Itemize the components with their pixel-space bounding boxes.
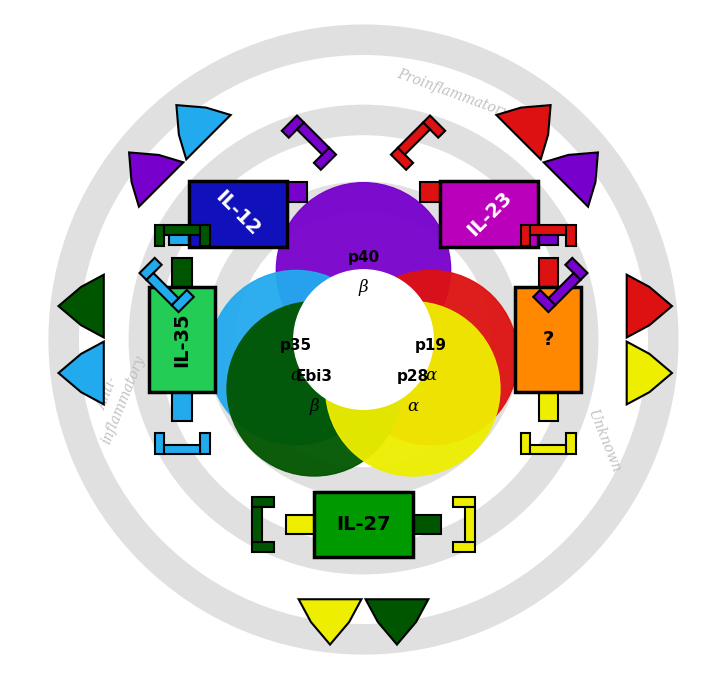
Text: β: β <box>310 398 319 415</box>
Bar <box>286 514 380 534</box>
Polygon shape <box>252 507 262 542</box>
Bar <box>169 226 263 245</box>
Circle shape <box>227 302 401 476</box>
Polygon shape <box>627 274 672 337</box>
Text: α: α <box>407 398 419 415</box>
Polygon shape <box>314 148 336 170</box>
Polygon shape <box>164 444 200 454</box>
Bar <box>172 258 192 359</box>
Text: Ebi3: Ebi3 <box>296 369 333 384</box>
Circle shape <box>209 270 383 444</box>
FancyBboxPatch shape <box>314 491 413 557</box>
Polygon shape <box>282 116 304 138</box>
Polygon shape <box>497 105 550 160</box>
Polygon shape <box>172 290 194 312</box>
Polygon shape <box>297 122 329 155</box>
Text: IL-27: IL-27 <box>336 514 391 534</box>
Text: p40: p40 <box>348 250 379 265</box>
Polygon shape <box>58 342 104 405</box>
Text: p35: p35 <box>280 337 312 353</box>
Text: α: α <box>425 367 436 384</box>
Bar <box>464 226 558 245</box>
Bar <box>347 514 441 534</box>
Polygon shape <box>566 258 587 280</box>
Polygon shape <box>566 225 576 246</box>
Polygon shape <box>140 258 161 280</box>
Circle shape <box>276 183 451 357</box>
Text: β: β <box>358 279 369 296</box>
Bar <box>172 320 192 421</box>
Circle shape <box>304 280 423 399</box>
Bar <box>539 320 558 421</box>
Polygon shape <box>454 542 475 552</box>
Polygon shape <box>548 273 581 305</box>
Circle shape <box>344 270 518 444</box>
Polygon shape <box>454 497 475 507</box>
Polygon shape <box>423 116 445 138</box>
Circle shape <box>318 294 409 385</box>
Text: IL-35: IL-35 <box>173 312 192 367</box>
Text: p19: p19 <box>415 337 447 353</box>
Polygon shape <box>521 433 531 454</box>
Polygon shape <box>200 225 210 246</box>
Polygon shape <box>164 225 200 235</box>
Text: Unknown: Unknown <box>585 408 623 475</box>
Polygon shape <box>398 122 430 155</box>
Polygon shape <box>155 433 164 454</box>
Polygon shape <box>521 225 531 246</box>
Polygon shape <box>531 444 566 454</box>
Polygon shape <box>533 290 555 312</box>
Polygon shape <box>465 507 475 542</box>
Polygon shape <box>146 273 179 305</box>
Text: Anti-
inflammatory: Anti- inflammatory <box>84 347 147 446</box>
Polygon shape <box>129 153 183 206</box>
Text: Proinflammatory: Proinflammatory <box>395 67 511 120</box>
Polygon shape <box>155 225 164 246</box>
Polygon shape <box>200 433 210 454</box>
Polygon shape <box>252 542 273 552</box>
FancyBboxPatch shape <box>440 181 539 246</box>
Bar <box>420 183 515 202</box>
Circle shape <box>326 302 500 476</box>
Polygon shape <box>299 599 361 645</box>
Polygon shape <box>531 225 566 235</box>
Polygon shape <box>58 274 104 337</box>
Bar <box>539 258 558 359</box>
Bar <box>212 183 307 202</box>
Polygon shape <box>366 599 428 645</box>
FancyBboxPatch shape <box>188 181 287 246</box>
Polygon shape <box>566 433 576 454</box>
Polygon shape <box>544 153 598 206</box>
FancyBboxPatch shape <box>515 287 581 392</box>
Text: IL-23: IL-23 <box>463 188 515 240</box>
Polygon shape <box>252 497 273 507</box>
Polygon shape <box>177 105 230 160</box>
FancyBboxPatch shape <box>150 287 215 392</box>
Text: ?: ? <box>542 330 554 349</box>
Text: p28: p28 <box>397 369 429 384</box>
Polygon shape <box>391 148 413 170</box>
Text: IL-12: IL-12 <box>212 188 264 240</box>
Text: α: α <box>291 367 302 384</box>
Circle shape <box>294 270 433 410</box>
Polygon shape <box>627 342 672 405</box>
